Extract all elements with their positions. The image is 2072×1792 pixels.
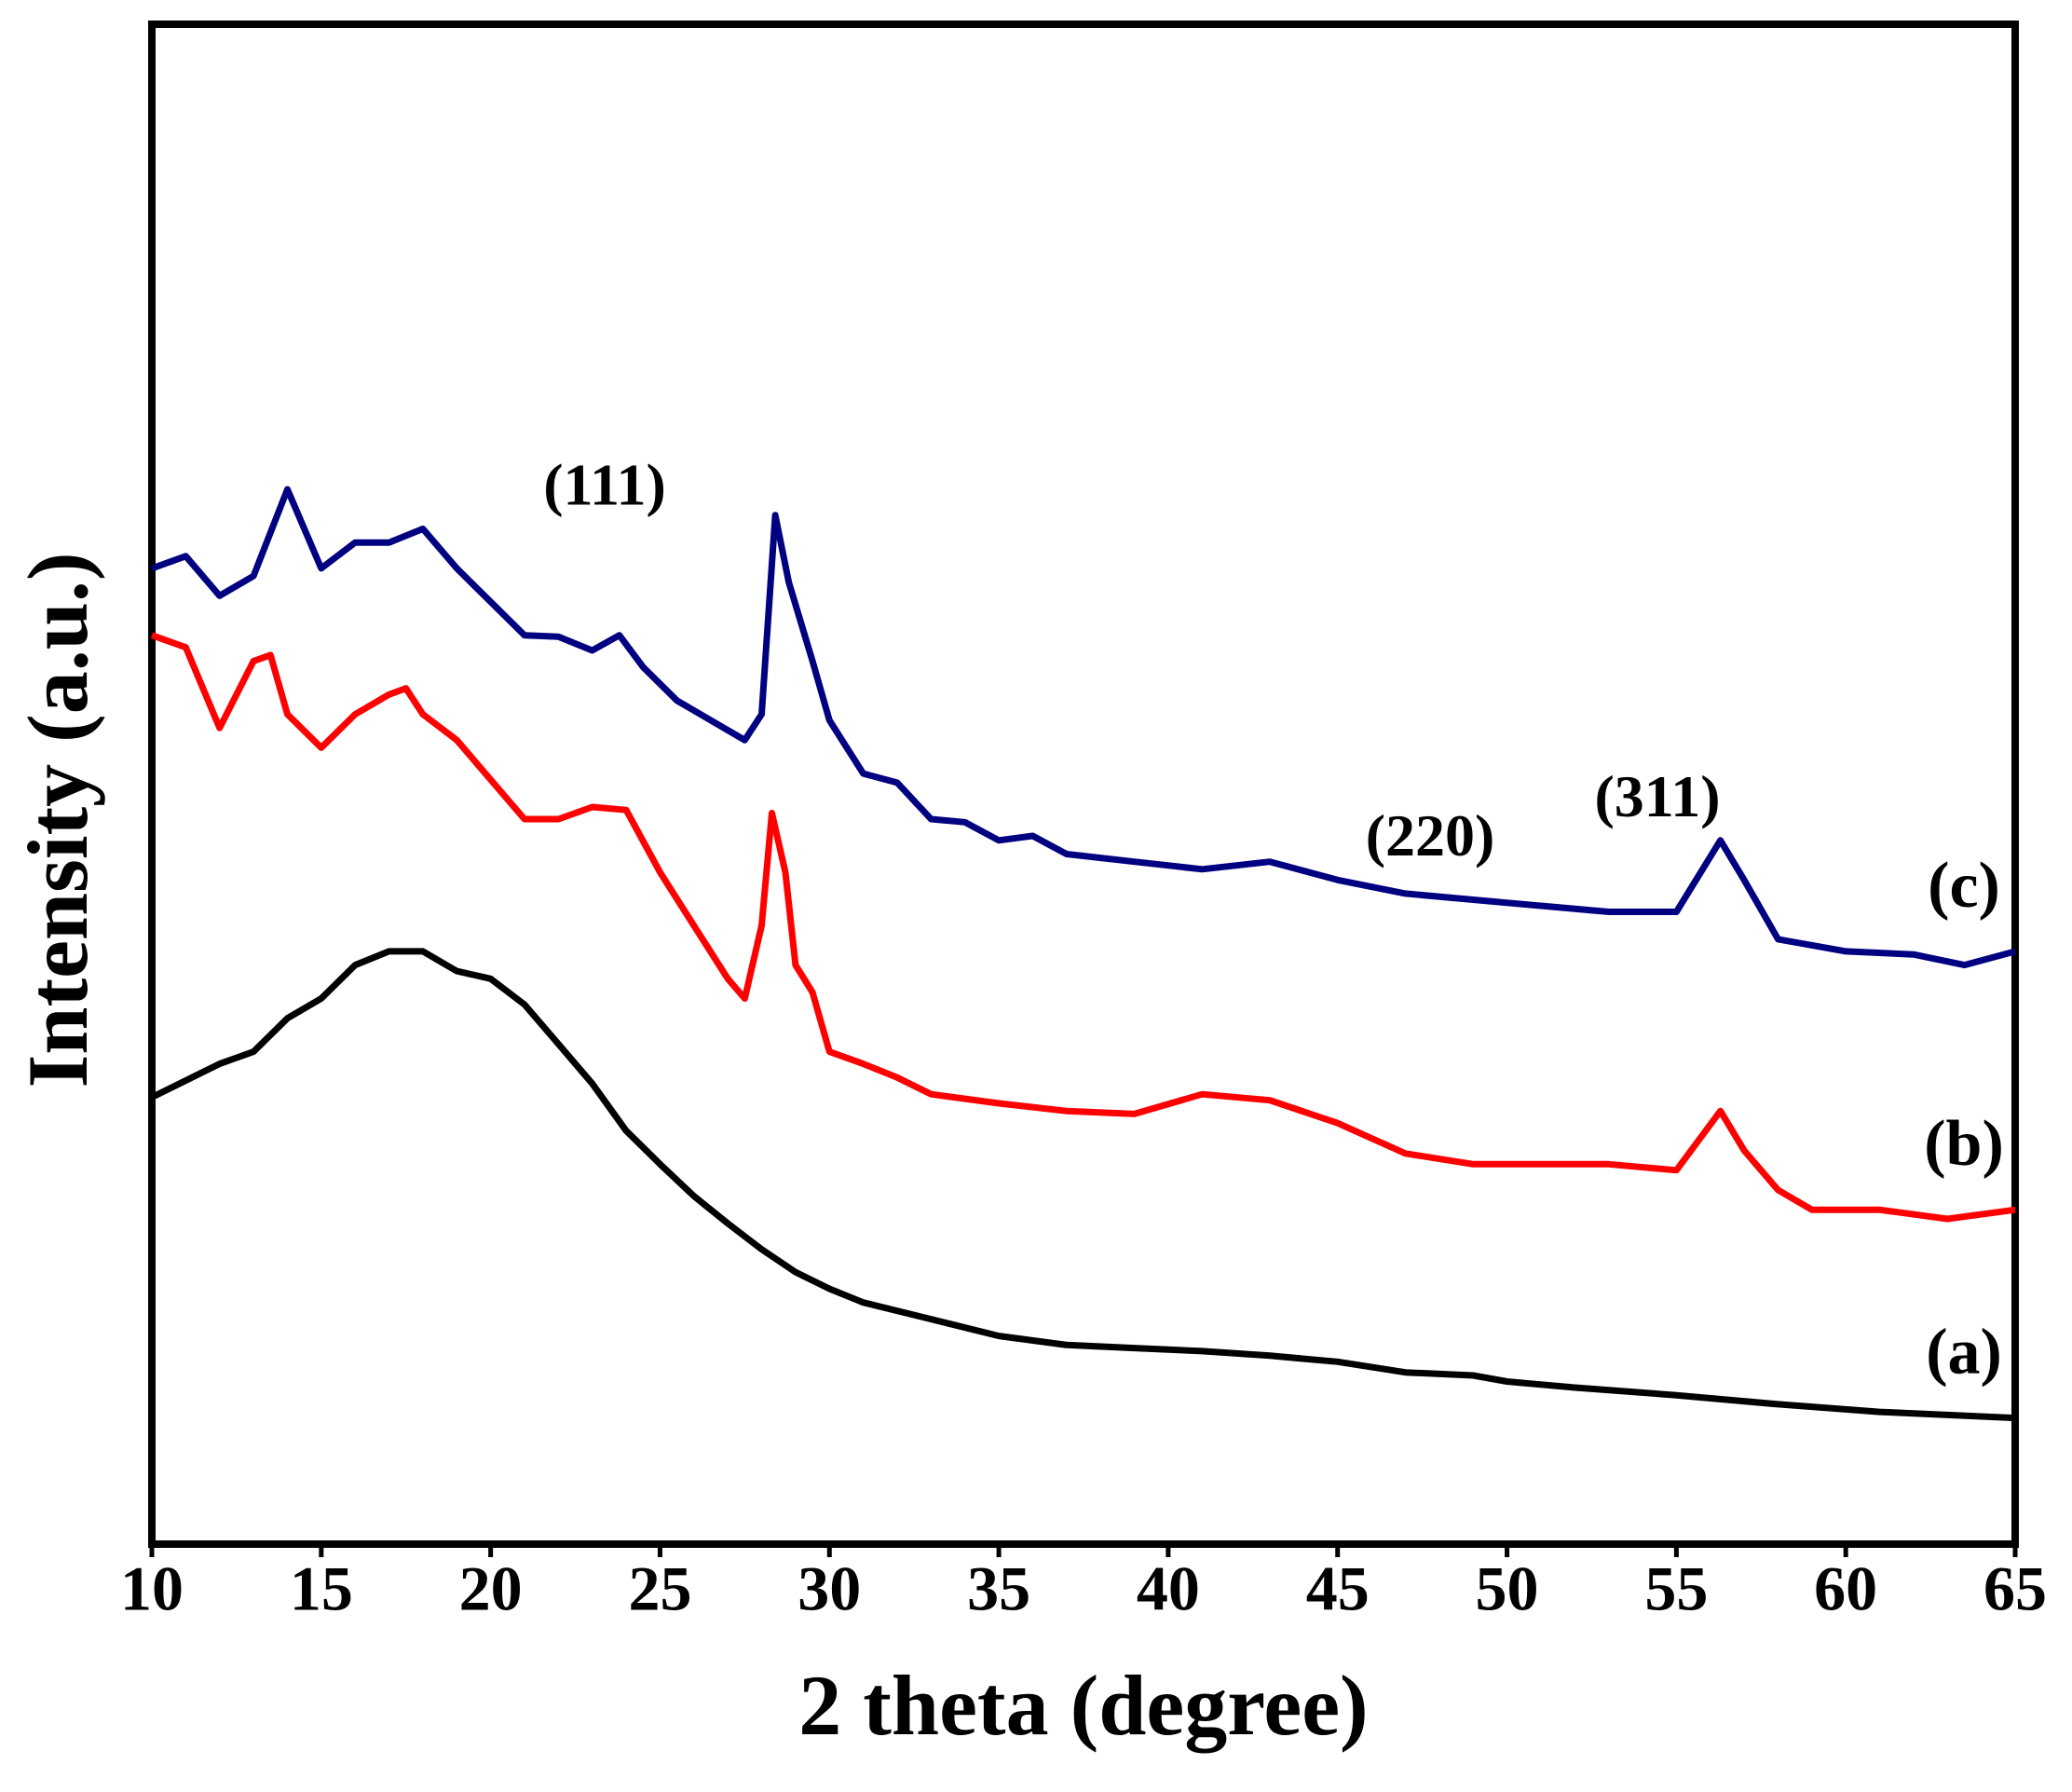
x-tick-label: 65 [1983,1553,2047,1624]
x-tick-label: 25 [628,1553,691,1624]
x-axis-label: 2 theta (degree) [798,1658,1368,1753]
x-tick-label: 15 [290,1553,353,1624]
series-label: (a) [1926,1317,2002,1388]
x-tick-label: 20 [459,1553,523,1624]
peak-annotation: (311) [1594,763,1720,829]
series-line [150,948,2016,1422]
x-tick-label: 60 [1814,1553,1877,1624]
x-tick-label: 45 [1306,1553,1370,1624]
x-tick-label: 50 [1476,1553,1539,1624]
series-label: (c) [1928,850,2000,922]
x-tick-label: 35 [967,1553,1030,1624]
series-label: (b) [1924,1108,2004,1180]
x-tick-label: 40 [1137,1553,1200,1624]
x-tick-label: 55 [1644,1553,1708,1624]
x-tick-label: 10 [120,1553,184,1624]
peak-annotation: (111) [543,451,666,517]
y-axis-label: Intensity (a.u.) [10,552,105,1088]
x-tick-label: 30 [797,1553,861,1624]
plot-frame [148,21,2019,1548]
series-line [150,486,2016,969]
peak-annotation: (220) [1366,802,1495,869]
series-line [150,632,2016,1223]
